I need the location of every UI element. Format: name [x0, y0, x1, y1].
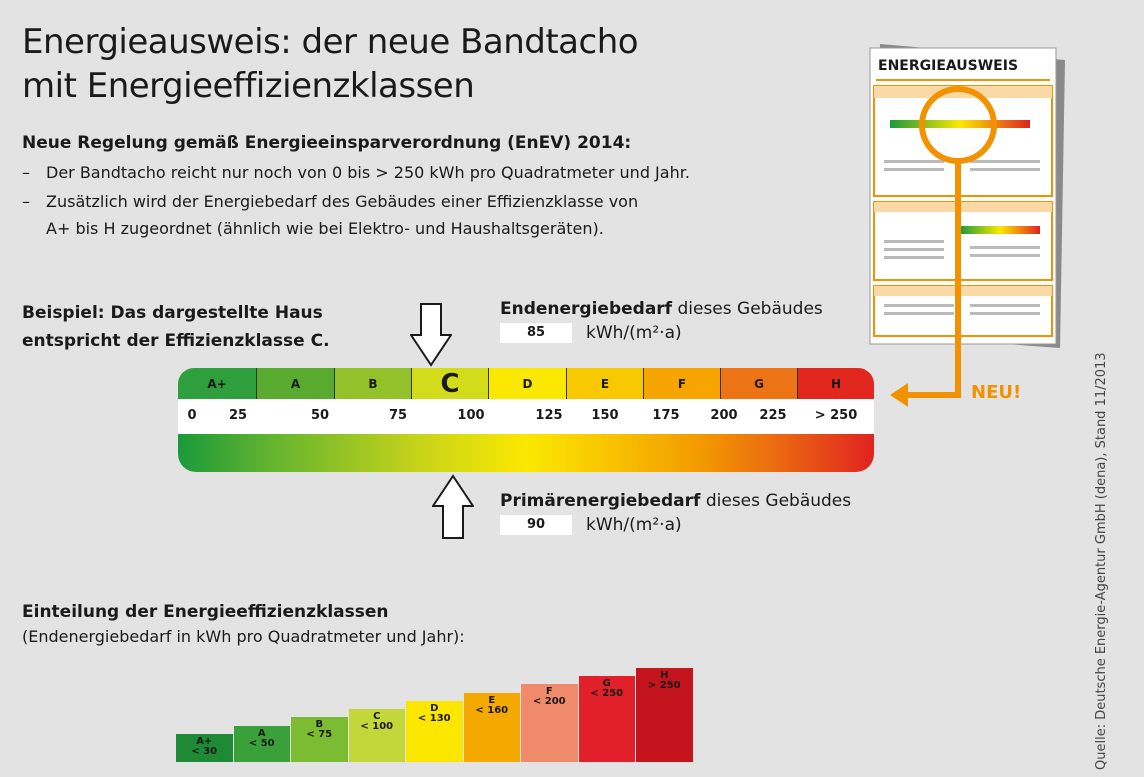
- class-band-a: A: [256, 368, 334, 399]
- gradient-bar: [178, 434, 874, 472]
- step-limit-label: < 30: [191, 746, 218, 757]
- tick-label: 50: [310, 408, 330, 423]
- tick-label: 25: [228, 408, 248, 423]
- title-line-1: Energieausweis: der neue Bandtacho: [22, 22, 639, 62]
- tick-label: 100: [457, 408, 485, 423]
- intro-bullet-1: – Der Bandtacho reicht nur noch von 0 bis…: [22, 160, 690, 186]
- class-band-aplus: A+: [178, 368, 256, 399]
- intro-bullet-2-continued: A+ bis H zugeordnet (ähnlich wie bei Ele…: [46, 219, 604, 238]
- step-limit-label: < 50: [248, 737, 275, 749]
- page-title: Energieausweis: der neue Bandtacho mit E…: [22, 20, 639, 108]
- class-step-d: D < 130: [406, 700, 463, 762]
- class-band-e: E: [566, 368, 643, 399]
- tick-label: 225: [759, 408, 787, 423]
- step-class-label: H: [660, 669, 669, 681]
- primary-energy-label: Primärenergiebedarf: [500, 491, 701, 511]
- class-step-aplus: A+ < 30: [176, 734, 233, 762]
- source-note: Quelle: Deutsche Energie-Agentur GmbH (d…: [1094, 352, 1109, 770]
- tick-label: 175: [652, 408, 680, 423]
- step-limit-label: < 200: [532, 696, 566, 708]
- classes-subheading: (Endenergiebedarf in kWh pro Quadratmete…: [22, 627, 465, 646]
- class-band-b: B: [334, 368, 411, 399]
- energy-scale: A+ A B C D E F G H 0 25 50 75 100 125 150 175 200 225 > 25…: [178, 368, 874, 472]
- example-line-2: entspricht der Effizienzklasse C.: [22, 331, 330, 351]
- end-energy-value: 85: [500, 323, 572, 343]
- class-step-g: G < 250: [578, 675, 635, 762]
- end-energy-label: Endenergiebedarf: [500, 299, 673, 319]
- example-line-1: Beispiel: Das dargestellte Haus: [22, 303, 323, 323]
- example-text: Beispiel: Das dargestellte Haus entspric…: [22, 299, 330, 355]
- classes-heading: Einteilung der Energieeffizienzklassen: [22, 602, 389, 622]
- primary-energy-unit: kWh/(m²·a): [586, 515, 682, 535]
- intro-heading: Neue Regelung gemäß Energieeinsparverord…: [22, 133, 632, 153]
- bullet-dash: –: [22, 192, 30, 211]
- arrow-down-icon: [410, 303, 452, 367]
- class-step-a: A < 50: [233, 725, 290, 762]
- class-step-e: E < 160: [463, 692, 520, 762]
- step-class-label: G: [602, 677, 611, 689]
- class-step-b: B < 75: [291, 717, 348, 762]
- new-label: NEU!: [971, 382, 1022, 403]
- step-class-label: F: [545, 686, 553, 698]
- tick-label: 75: [388, 408, 408, 423]
- class-band-h: H: [797, 368, 874, 399]
- step-limit-label: < 100: [360, 721, 394, 733]
- arrow-up-icon: [432, 474, 474, 539]
- class-band-g: G: [720, 368, 797, 399]
- class-step-h: H > 250: [636, 667, 693, 762]
- scale-ticks: 0 25 50 75 100 125 150 175 200 225 > 250: [178, 399, 874, 434]
- step-limit-label: > 250: [647, 679, 681, 691]
- step-class-label: C: [373, 711, 381, 723]
- primary-energy-label-rest: dieses Gebäudes: [700, 491, 852, 511]
- class-step-f: F < 200: [521, 684, 578, 762]
- step-limit-label: < 250: [590, 687, 624, 699]
- tick-label: 150: [591, 408, 619, 423]
- class-band-d: D: [488, 368, 566, 399]
- class-bands: A+ A B C D E F G H: [178, 368, 874, 399]
- step-class-label: A: [257, 727, 266, 739]
- primary-energy-block: Primärenergiebedarf dieses Gebäudes 90 k…: [500, 491, 851, 535]
- tick-label: 0: [187, 408, 197, 423]
- title-line-2: mit Energieeffizienzklassen: [22, 66, 475, 106]
- class-step-c: C < 100: [348, 709, 405, 762]
- tick-label: 125: [535, 408, 563, 423]
- end-energy-label-rest: dieses Gebäudes: [672, 299, 823, 319]
- end-energy-unit: kWh/(m²·a): [586, 323, 682, 343]
- bullet-dash: –: [22, 163, 30, 182]
- tick-label: 200: [710, 408, 738, 423]
- energy-certificate-illustration: ENERGIEAUSWEIS: [869, 44, 1065, 407]
- step-limit-label: < 130: [417, 712, 451, 724]
- class-band-f: F: [643, 368, 720, 399]
- bullet-1-text: Der Bandtacho reicht nur noch von 0 bis …: [46, 163, 690, 182]
- primary-energy-value: 90: [500, 515, 572, 535]
- certificate-title: ENERGIEAUSWEIS: [878, 58, 1018, 74]
- class-band-c: C: [411, 368, 488, 399]
- intro-bullet-2: – Zusätzlich wird der Energiebedarf des G…: [22, 189, 638, 215]
- step-limit-label: < 160: [475, 704, 509, 716]
- tick-label: > 250: [814, 408, 858, 423]
- bullet-2-text: Zusätzlich wird der Energiebedarf des Ge…: [46, 192, 639, 211]
- step-class-label: E: [488, 694, 496, 706]
- step-class-label: D: [430, 702, 439, 714]
- step-class-label: B: [315, 719, 324, 731]
- step-limit-label: < 75: [306, 729, 333, 741]
- step-class-label: A+: [196, 736, 213, 747]
- end-energy-block: Endenergiebedarf dieses Gebäudes 85 kWh/…: [500, 299, 823, 343]
